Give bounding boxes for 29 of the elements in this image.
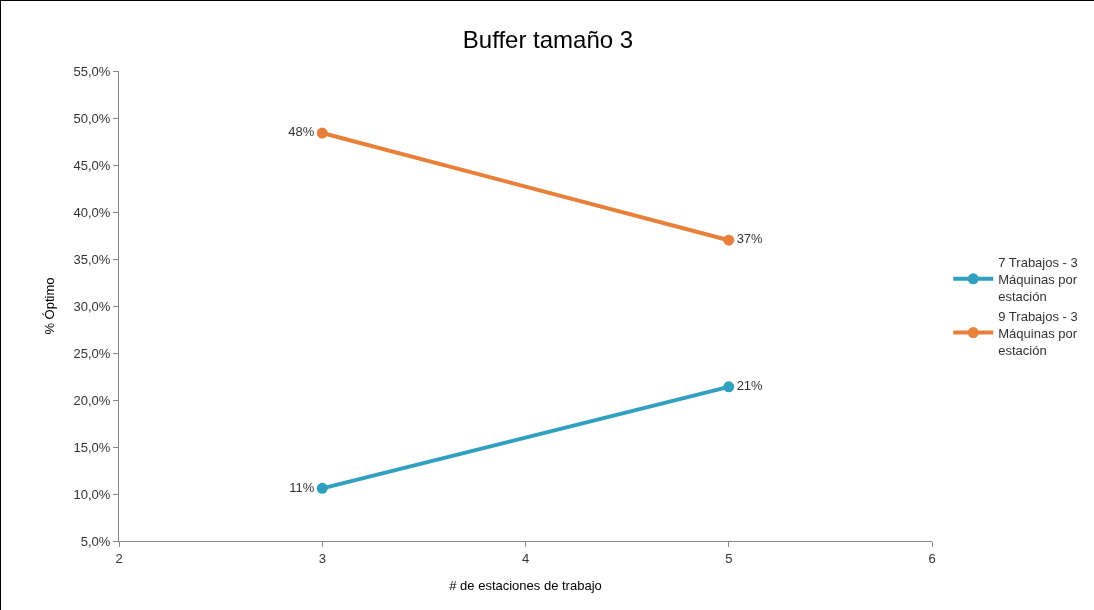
data-label: 37% (736, 231, 764, 247)
y-tick-label: 20,0% (73, 392, 111, 408)
y-axis-title: % Óptimo (42, 277, 58, 335)
y-tick-label: 35,0% (73, 251, 111, 267)
y-tick-label: 25,0% (73, 345, 111, 361)
y-tick-label: 50,0% (73, 110, 111, 126)
x-tick-label: 2 (115, 550, 123, 566)
point (723, 381, 735, 393)
chart-title: Buffer tamaño 3 (462, 26, 634, 54)
x-tick-label: 3 (318, 550, 326, 566)
legend-label: 9 Trabajos - 3 Máquinas por estación (998, 308, 1078, 358)
point (723, 234, 735, 246)
point (316, 127, 328, 139)
y-tick-label: 45,0% (73, 157, 111, 173)
y-tick-label: 55,0% (73, 63, 111, 79)
y-tick-label: 15,0% (73, 439, 111, 455)
y-tick-label: 30,0% (73, 298, 111, 314)
x-tick-label: 4 (521, 550, 530, 566)
y-tick-label: 40,0% (73, 204, 111, 220)
data-label: 21% (736, 378, 764, 394)
x-tick-label: 5 (725, 550, 733, 566)
data-label: 11% (289, 479, 315, 495)
x-axis-title: # de estaciones de trabajo (449, 578, 602, 593)
y-tick-label: 5,0% (80, 533, 111, 549)
data-label: 48% (288, 124, 315, 140)
legend-label: 7 Trabajos - 3 Máquinas por estación (998, 255, 1078, 304)
x-tick-label: 6 (928, 550, 936, 566)
point (316, 482, 328, 494)
y-tick-label: 10,0% (73, 486, 111, 502)
